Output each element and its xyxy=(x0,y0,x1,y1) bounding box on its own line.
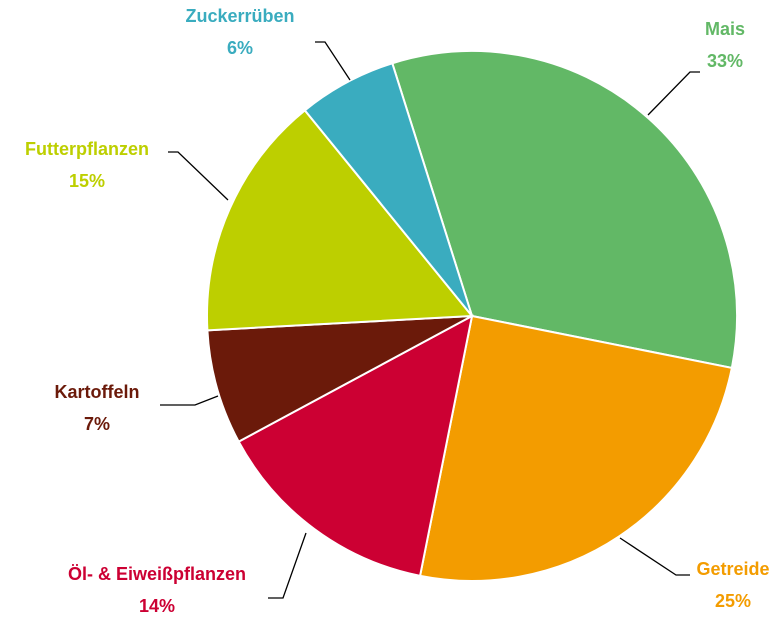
pie-slice xyxy=(418,314,734,582)
leader-line xyxy=(619,537,690,576)
slice-label: Mais xyxy=(705,19,745,39)
slice-label: Zuckerrüben xyxy=(185,6,294,26)
leader-line xyxy=(268,532,307,599)
leader-line xyxy=(315,41,351,81)
slice-value-label: 33% xyxy=(707,51,743,71)
slice-label: Futterpflanzen xyxy=(25,139,149,159)
slice-value-label: 15% xyxy=(69,171,105,191)
slice-value-label: 14% xyxy=(139,596,175,616)
pie-slice xyxy=(237,314,474,578)
slice-label: Öl- & Eiweißpflanzen xyxy=(68,564,246,584)
pie-slice xyxy=(391,50,738,370)
leader-line xyxy=(168,151,229,201)
slice-value-label: 7% xyxy=(84,414,110,434)
pie-slice xyxy=(206,108,475,332)
leader-line xyxy=(647,71,700,116)
slice-label: Getreide xyxy=(696,559,769,579)
pie-slice xyxy=(206,315,473,443)
slice-label: Kartoffeln xyxy=(55,382,140,402)
slice-value-label: 25% xyxy=(715,591,751,611)
slice-value-label: 6% xyxy=(227,38,253,58)
pie-slice xyxy=(303,62,473,317)
leader-line xyxy=(160,395,219,406)
